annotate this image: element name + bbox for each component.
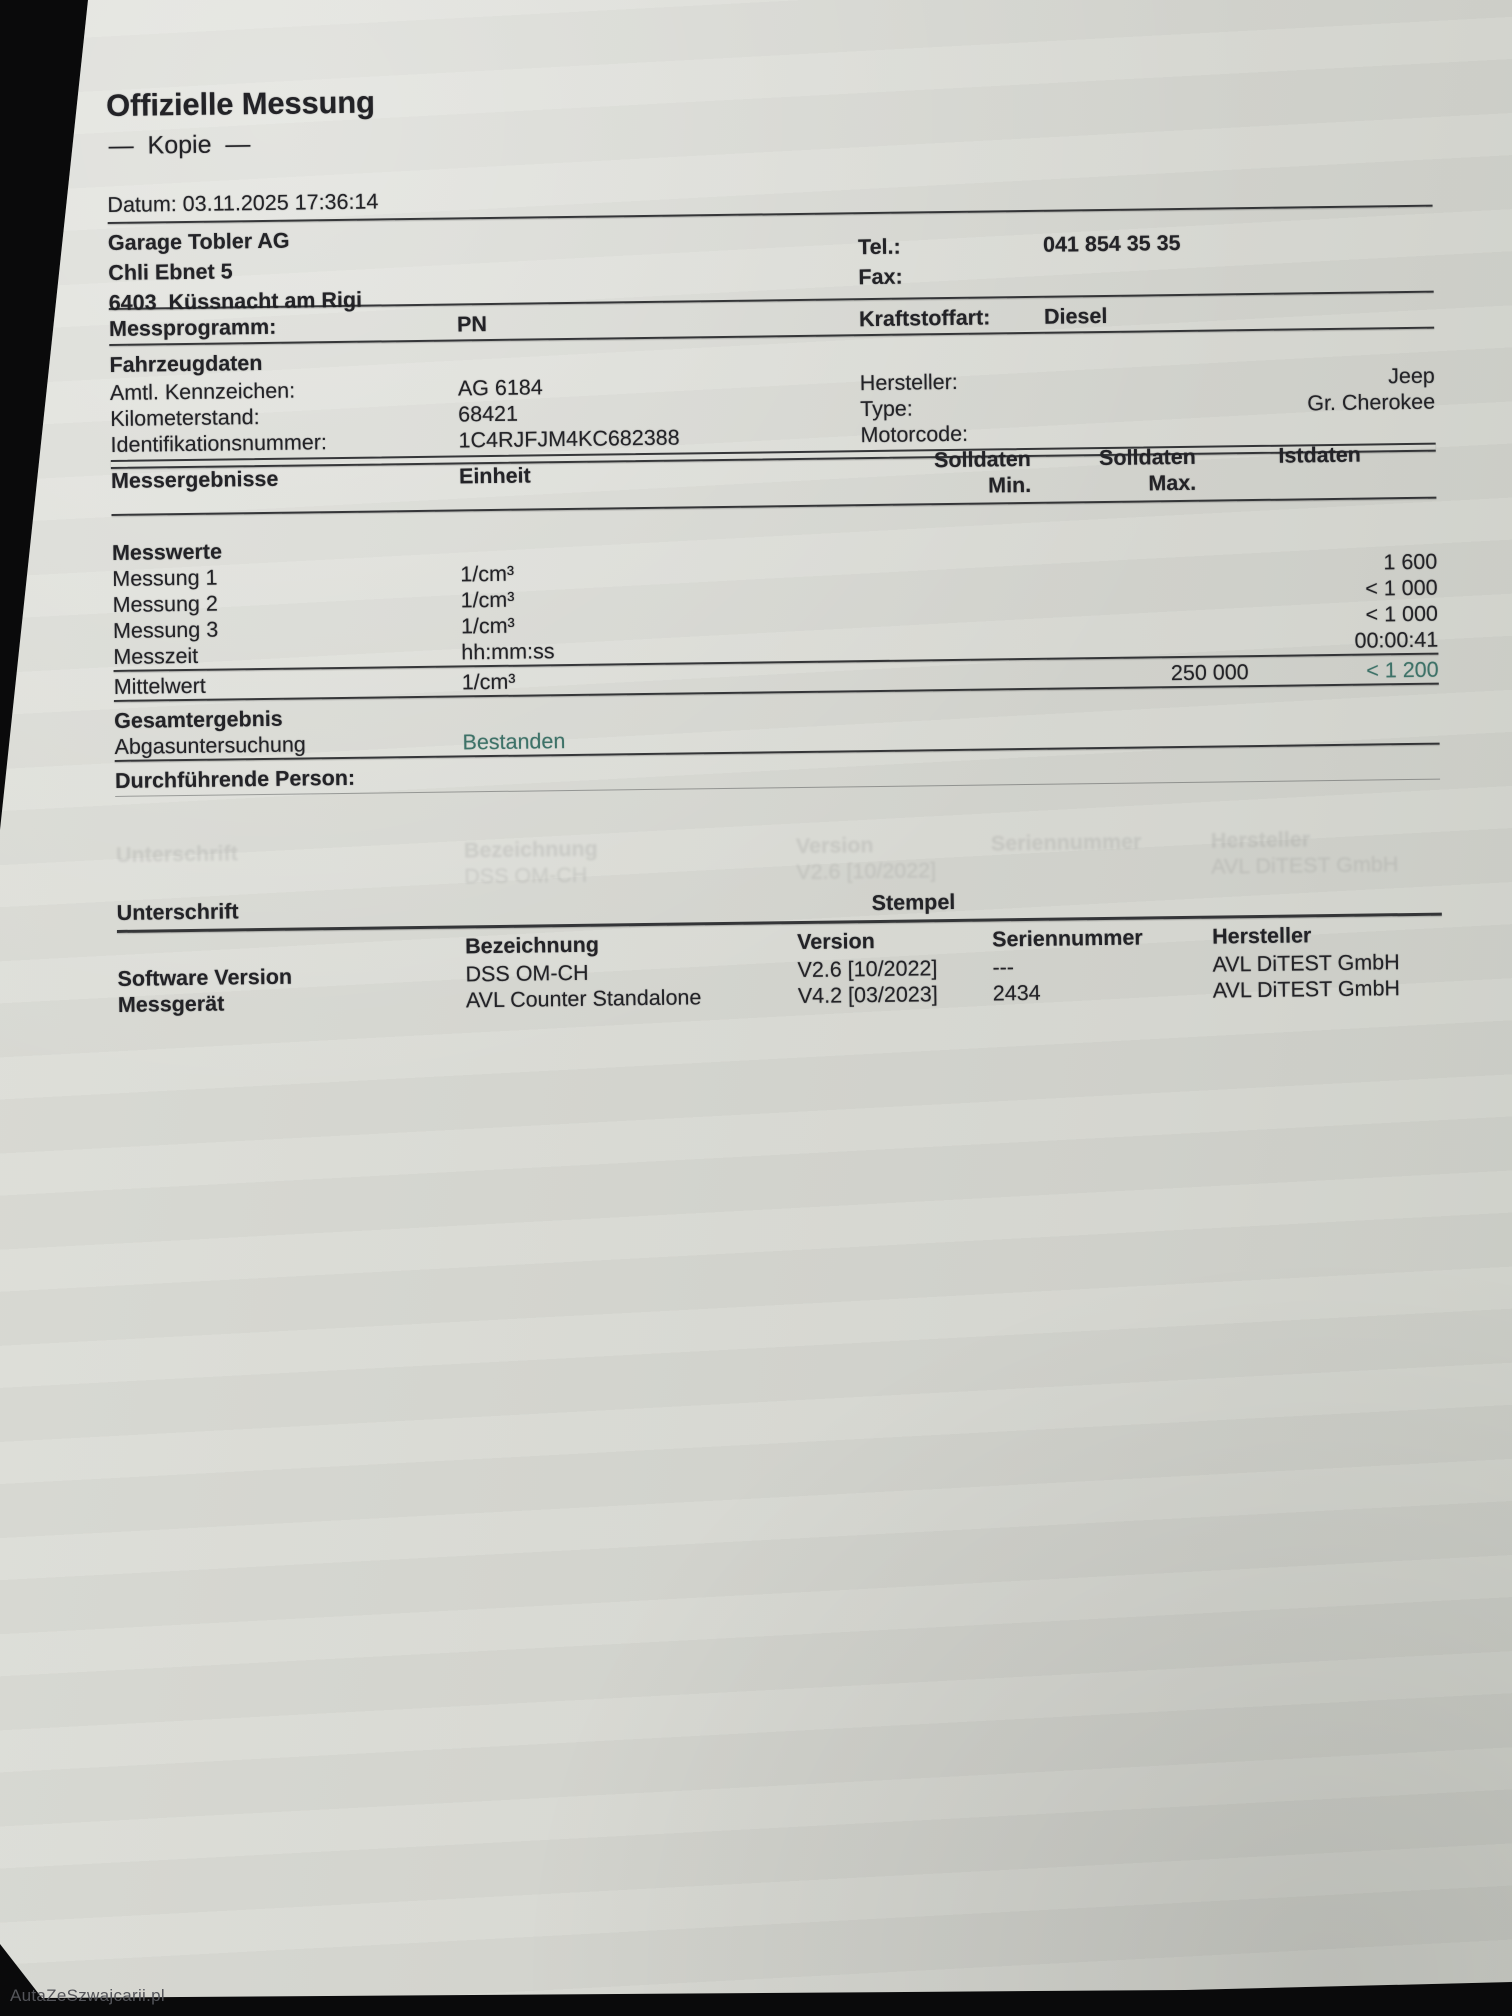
vehicle-right-label: Motorcode: xyxy=(860,421,969,448)
equipment-version: V2.6 [10/2022] xyxy=(797,956,938,983)
tel-value: 041 854 35 35 xyxy=(1042,230,1181,257)
date-line: Datum: 03.11.2025 17:36:14 xyxy=(107,189,379,218)
equipment-col-manufacturer: Hersteller xyxy=(1211,923,1312,949)
measurement-label: Messung 3 xyxy=(112,617,219,643)
measurement-label: Messung 1 xyxy=(112,565,218,591)
vehicle-value: AG 6184 xyxy=(457,375,543,401)
copy-tag: — Kopie — xyxy=(108,130,251,160)
stamp-label: Stempel xyxy=(871,889,956,916)
fuel-value: Diesel xyxy=(1043,303,1108,329)
equipment-name: DSS OM-CH xyxy=(465,960,589,987)
equipment-label: Software Version xyxy=(117,964,293,991)
mean-label: Mittelwert xyxy=(113,673,206,699)
overall-heading: Gesamtergebnis xyxy=(114,706,283,733)
vehicle-right-label: Hersteller: xyxy=(859,369,958,396)
overall-value: Bestanden xyxy=(462,729,566,755)
target-max-col-header: Solldaten Max. xyxy=(1098,444,1197,496)
vehicle-label: Kilometerstand: xyxy=(110,405,260,431)
equipment-name: AVL Counter Standalone xyxy=(465,985,702,1013)
vehicle-right-label: Type: xyxy=(860,396,913,422)
program-value: PN xyxy=(456,312,488,337)
report-content: Offizielle Messung — Kopie — Datum: 03.1… xyxy=(105,0,1444,1100)
equipment-manufacturer: AVL DiTEST GmbH xyxy=(1212,950,1400,977)
person-label: Durchführende Person: xyxy=(114,765,356,793)
mean-unit: 1/cm³ xyxy=(461,669,516,695)
equipment-label: Messgerät xyxy=(117,991,225,1017)
mean-target-max: 250 000 xyxy=(1170,660,1249,686)
measurement-actual: 00:00:41 xyxy=(1354,627,1439,653)
target-min-col-header: Solldaten Min. xyxy=(933,446,1032,498)
vehicle-value: 68421 xyxy=(458,401,519,427)
measurement-unit: hh:mm:ss xyxy=(461,639,555,665)
tel-label: Tel.: xyxy=(857,234,901,260)
measurement-unit: 1/cm³ xyxy=(460,561,515,587)
vehicle-right-value: Jeep xyxy=(1388,363,1435,389)
measurements-heading: Messwerte xyxy=(111,539,223,565)
actual-col-header: Istdaten xyxy=(1278,442,1361,468)
fax-label: Fax: xyxy=(858,264,903,290)
vehicle-label: Identifikationsnummer: xyxy=(110,430,328,457)
signature-label: Unterschrift xyxy=(116,899,239,925)
vehicle-label: Amtl. Kennzeichen: xyxy=(109,378,296,405)
equipment-manufacturer: AVL DiTEST GmbH xyxy=(1212,976,1401,1003)
overall-label: Abgasuntersuchung xyxy=(114,732,306,759)
mean-actual: < 1 200 xyxy=(1366,657,1439,683)
equipment-col-name: Bezeichnung xyxy=(465,932,600,959)
measurement-actual: < 1 000 xyxy=(1365,575,1438,601)
report-title: Offizielle Messung xyxy=(105,84,375,124)
photo-watermark: AutaZeSzwajcarii.pl xyxy=(10,1986,165,2005)
unit-col-header: Einheit xyxy=(458,463,531,489)
equipment-col-serial: Seriennummer xyxy=(991,925,1143,952)
measurement-actual: 1 600 xyxy=(1383,549,1438,575)
divider xyxy=(111,496,1437,516)
measurement-actual: < 1 000 xyxy=(1365,601,1439,627)
equipment-col-version: Version xyxy=(796,929,875,955)
vehicle-value: 1C4RJFJM4KC682388 xyxy=(458,425,680,453)
measurement-unit: 1/cm³ xyxy=(460,587,515,613)
equipment-serial: --- xyxy=(992,955,1015,980)
vehicle-heading: Fahrzeugdaten xyxy=(109,351,263,378)
measurement-label: Messung 2 xyxy=(112,591,219,617)
measurement-label: Messzeit xyxy=(113,643,199,669)
vehicle-right-value: Gr. Cherokee xyxy=(1307,389,1436,416)
equipment-serial: 2434 xyxy=(992,980,1041,1006)
results-col-header: Messergebnisse xyxy=(110,466,279,493)
program-label: Messprogramm: xyxy=(108,314,277,342)
fuel-label: Kraftstoffart: xyxy=(858,305,991,332)
equipment-version: V4.2 [03/2023] xyxy=(797,982,938,1009)
measurement-unit: 1/cm³ xyxy=(460,613,515,639)
